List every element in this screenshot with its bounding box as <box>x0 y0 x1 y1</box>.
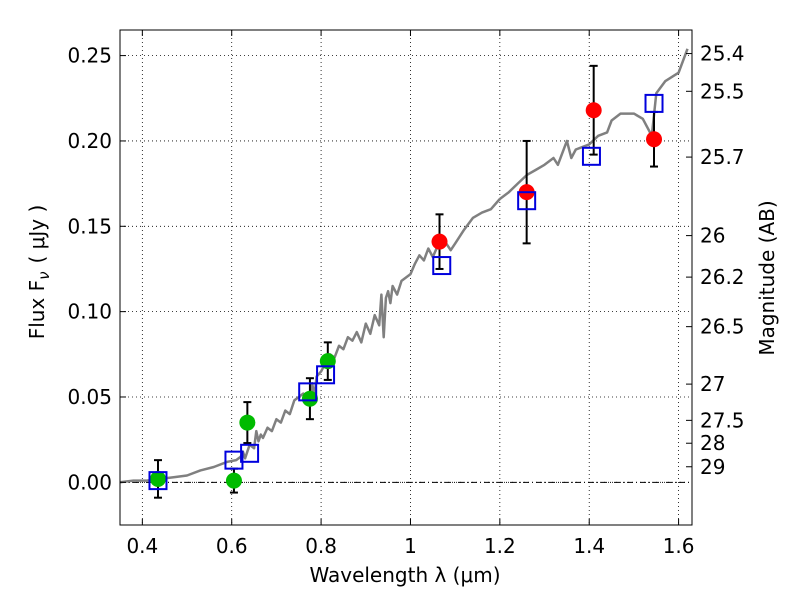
x-axis-label: Wavelength λ (μm) <box>309 563 500 587</box>
model-photometry-square <box>644 93 664 113</box>
red-data-point <box>431 233 448 250</box>
green-data-point <box>301 390 318 407</box>
mag-tick-label: 25.7 <box>700 145 745 169</box>
mag-tick-label: 26.2 <box>700 265 745 289</box>
x-tick-label: 1.4 <box>573 534 605 558</box>
grid <box>120 30 692 525</box>
x-axis-ticks: 0.4 0.6 0.8 1 1.2 1.4 1.6 <box>126 30 695 558</box>
green-data-point <box>225 472 242 489</box>
y-tick-label: 0.15 <box>67 214 112 238</box>
mag-tick-label: 28 <box>700 431 725 455</box>
mag-tick-label: 29 <box>700 455 725 479</box>
y-tick-label: 0.25 <box>67 44 112 68</box>
green-points <box>149 353 336 489</box>
error-bars <box>153 64 659 499</box>
x-tick-label: 0.8 <box>305 534 337 558</box>
mag-tick-label: 26 <box>700 224 725 248</box>
green-data-point <box>319 353 336 370</box>
model-photometry-squares <box>148 93 664 491</box>
model-photometry-square <box>240 443 260 463</box>
y-axis-label-subscript: ν <box>35 271 53 279</box>
model-photometry-square <box>298 382 318 402</box>
green-data-point <box>149 470 166 487</box>
mag-tick-label: 25.5 <box>700 79 745 103</box>
model-photometry-square <box>148 471 168 491</box>
mag-tick-label: 25.4 <box>700 42 745 66</box>
x-tick-label: 1 <box>404 534 417 558</box>
x-tick-label: 1.6 <box>663 534 695 558</box>
mag-tick-label: 27 <box>700 372 725 396</box>
y-axis-label-text: Flux F <box>25 280 49 339</box>
y-tick-label: 0.00 <box>67 470 112 494</box>
y-axis-ticks: 0.00 0.05 0.10 0.15 0.20 0.25 <box>67 44 126 494</box>
mag-tick-label: 27.5 <box>700 408 745 432</box>
model-spectrum-line <box>119 48 689 484</box>
model-photometry-square <box>432 256 452 276</box>
x-tick-label: 0.6 <box>216 534 248 558</box>
x-tick-label: 0.4 <box>126 534 158 558</box>
green-data-point <box>239 414 256 431</box>
model-photometry-square <box>224 450 244 470</box>
x-tick-label: 1.2 <box>484 534 516 558</box>
model-spectrum-layer <box>119 48 689 484</box>
model-photometry-square <box>581 146 601 166</box>
y-tick-label: 0.20 <box>67 129 112 153</box>
red-data-point <box>646 131 663 148</box>
model-photometry-square <box>316 365 336 385</box>
y-tick-label: 0.05 <box>67 385 112 409</box>
mag-tick-label: 26.5 <box>700 315 745 339</box>
y-axis-label-left: Flux Fν ( μJy ) <box>25 205 53 340</box>
y-axis-label-unit: ( μJy ) <box>25 205 49 264</box>
model-photometry-square <box>517 191 537 211</box>
y-tick-label: 0.10 <box>67 300 112 324</box>
y-axis-label-right: Magnitude (AB) <box>755 200 779 355</box>
red-data-point <box>585 102 602 119</box>
